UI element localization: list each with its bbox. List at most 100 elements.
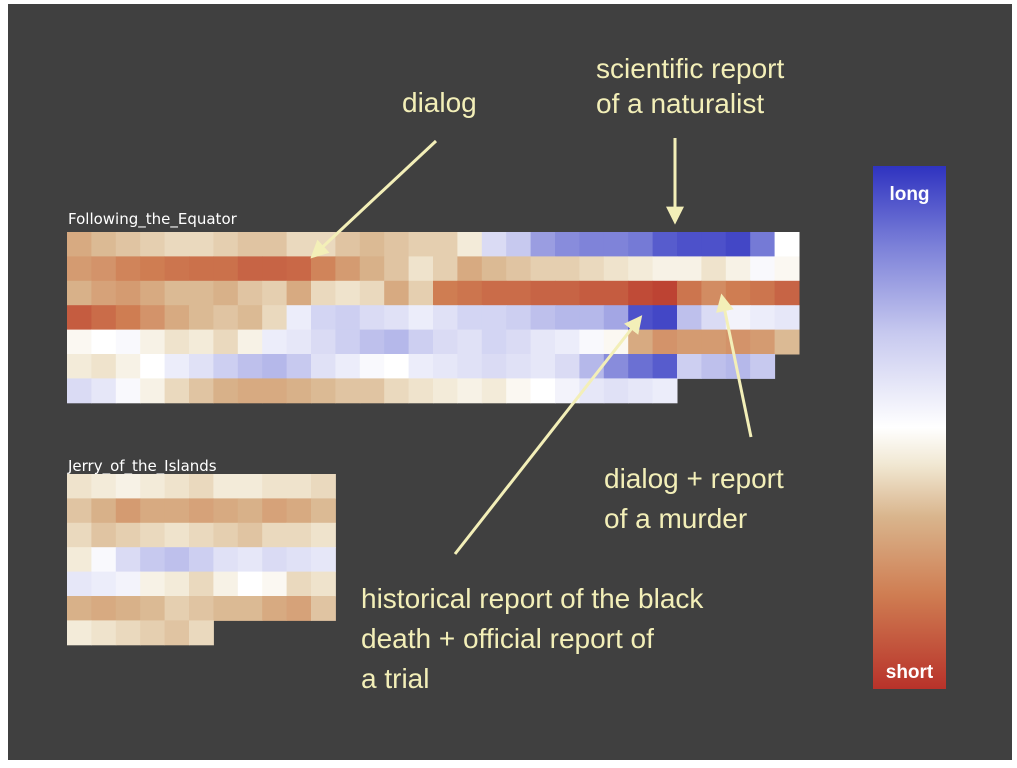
- heatmap-cell: [311, 571, 336, 597]
- heatmap-cell: [359, 232, 385, 257]
- heatmap-cell: [457, 329, 483, 355]
- heatmap-cell: [579, 329, 605, 355]
- heatmap-cell: [67, 498, 92, 524]
- heatmap-cell: [91, 522, 117, 548]
- heatmap-cell: [652, 305, 678, 331]
- heatmap-following-the-equator: [67, 232, 800, 404]
- heatmap-cell: [213, 522, 239, 548]
- annotation-dialog-murder-line-1: dialog + report: [604, 463, 784, 494]
- heatmap-cell: [677, 354, 702, 379]
- heatmap-cell: [433, 280, 458, 306]
- heatmap-cell: [140, 280, 166, 306]
- heatmap-cell: [213, 498, 239, 524]
- heatmap-cell: [603, 280, 629, 306]
- heatmap-cell: [628, 256, 654, 282]
- heatmap-cell: [311, 547, 336, 573]
- heatmap-cell: [262, 378, 288, 404]
- heatmap-cell: [750, 280, 776, 306]
- heatmap-cell: [311, 522, 336, 548]
- heatmap-cell: [408, 378, 434, 404]
- heatmap-cell: [555, 329, 580, 355]
- heatmap-cell: [359, 354, 385, 379]
- heatmap-cell: [677, 305, 702, 331]
- heatmap-cell: [164, 329, 190, 355]
- heatmap-cell: [115, 474, 141, 499]
- heatmap-cell: [457, 280, 483, 306]
- heatmap-cell: [262, 329, 288, 355]
- heatmap-cell: [311, 474, 336, 499]
- heatmap-cell: [140, 305, 166, 331]
- heatmap-cell: [91, 498, 117, 524]
- heatmap-cell: [115, 329, 141, 355]
- heatmap-cell: [115, 571, 141, 597]
- heatmap-cell: [384, 256, 410, 282]
- heatmap-cell: [237, 547, 263, 573]
- heatmap-cell: [262, 280, 288, 306]
- heatmap-cell: [555, 305, 580, 331]
- heatmap-cell: [140, 522, 166, 548]
- heatmap-cell: [774, 329, 800, 355]
- heatmap-cell: [311, 305, 336, 331]
- heatmap-cell: [189, 571, 214, 597]
- heatmap-cell: [384, 329, 410, 355]
- heatmap-cell: [237, 498, 263, 524]
- heatmap-cell: [750, 305, 776, 331]
- annotation-scientific-report: scientific report of a naturalist: [596, 53, 792, 119]
- heatmap-cell: [189, 256, 214, 282]
- heatmap-cell: [213, 547, 239, 573]
- heatmap-cell: [384, 354, 410, 379]
- heatmap-cell: [237, 522, 263, 548]
- heatmap-cell: [481, 232, 507, 257]
- heatmap-cell: [384, 232, 410, 257]
- heatmap-cell: [164, 620, 190, 646]
- heatmap-cell: [91, 620, 117, 646]
- heatmap-cell: [774, 280, 800, 306]
- heatmap-cell: [140, 354, 166, 379]
- heatmap-cell: [408, 354, 434, 379]
- heatmap-cell: [579, 305, 605, 331]
- heatmap-cell: [628, 329, 654, 355]
- heatmap-cell: [262, 474, 288, 499]
- heatmap-cell: [311, 498, 336, 524]
- heatmap-cell: [91, 232, 117, 257]
- heatmap-cell: [701, 329, 727, 355]
- heatmap-cell: [115, 280, 141, 306]
- legend-colorbar: [873, 166, 946, 689]
- heatmap-cell: [115, 232, 141, 257]
- heatmap-cell: [213, 378, 239, 404]
- heatmap-cell: [262, 571, 288, 597]
- heatmap-cell: [530, 232, 556, 257]
- heatmap-cell: [335, 305, 361, 331]
- heatmap-cell: [481, 354, 507, 379]
- heatmap-cell: [286, 232, 312, 257]
- heatmap-cell: [67, 571, 92, 597]
- heatmap-cell: [579, 256, 605, 282]
- heatmap-cell: [701, 354, 727, 379]
- book-title-jerry-of-the-islands: Jerry_of_the_Islands: [67, 457, 217, 476]
- heatmap-cell: [701, 232, 727, 257]
- heatmap-cell: [603, 232, 629, 257]
- heatmap-cell: [408, 256, 434, 282]
- heatmap-cell: [140, 620, 166, 646]
- heatmap-cell: [286, 378, 312, 404]
- heatmap-cell: [213, 474, 239, 499]
- heatmap-cell: [213, 256, 239, 282]
- heatmap-cell: [67, 329, 92, 355]
- heatmap-cell: [91, 474, 117, 499]
- heatmap-cell: [335, 232, 361, 257]
- heatmap-cell: [530, 256, 556, 282]
- annotation-historical-report-line-3: a trial: [361, 663, 429, 694]
- annotation-dialog-line-1: dialog: [402, 87, 477, 118]
- heatmap-cell: [67, 378, 92, 404]
- heatmap-cell: [189, 547, 214, 573]
- heatmap-cell: [677, 280, 702, 306]
- arrow-historical-report: [453, 315, 643, 555]
- heatmap-cell: [359, 378, 385, 404]
- heatmap-cell: [189, 305, 214, 331]
- heatmap-cell: [555, 354, 580, 379]
- annotation-dialog: dialog: [402, 87, 477, 118]
- heatmap-cell: [237, 474, 263, 499]
- heatmap-cell: [189, 329, 214, 355]
- annotation-scientific-report-line-2: of a naturalist: [596, 88, 764, 119]
- heatmap-cell: [140, 378, 166, 404]
